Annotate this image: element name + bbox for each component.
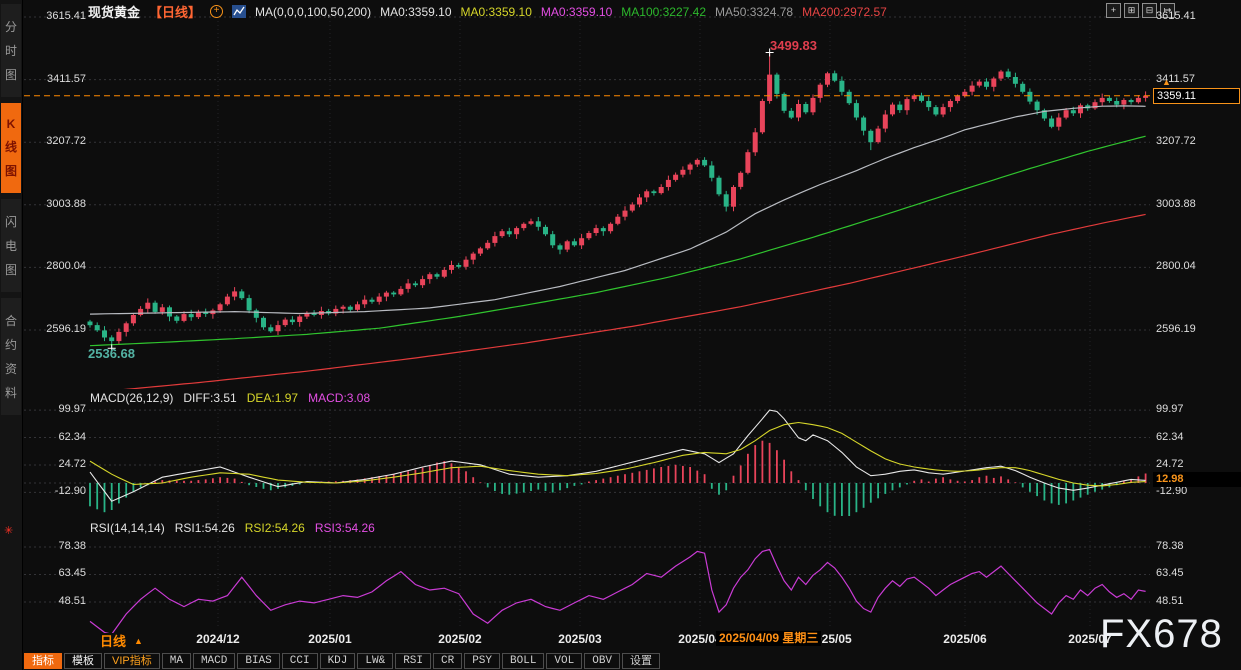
toolbar-tab-RSI[interactable]: RSI [395, 652, 431, 669]
rsi3-value: RSI3:54.26 [314, 521, 375, 535]
macd-diff-value: DIFF:3.51 [183, 391, 237, 405]
ma-value-1: MA0:3359.10 [460, 4, 532, 19]
chevron-up-icon: ▲ [134, 635, 143, 646]
macd-current-box: 12.98 [1153, 472, 1241, 487]
add-indicator-icon[interactable]: + [210, 5, 224, 18]
axis-label: 3411.57 [47, 72, 86, 85]
axis-label: 3411.57 [1156, 72, 1195, 85]
crosshair-icon[interactable]: + [1106, 3, 1121, 18]
macd-macd-value: MACD:3.08 [308, 391, 371, 405]
date-label: 2025/06 [943, 632, 987, 646]
date-label: 2025/01 [308, 632, 352, 646]
rsi2-value: RSI2:54.26 [244, 521, 305, 535]
date-label: 2025/03 [558, 632, 602, 646]
axis-label: 62.34 [58, 430, 86, 443]
axis-label: 62.34 [1156, 430, 1184, 443]
low-annotation: 2536.68 [88, 346, 135, 361]
axis-label: 24.72 [1156, 457, 1184, 470]
toolbar-tab-设置[interactable]: 设置 [622, 652, 661, 669]
pane-right-icon[interactable]: ↦ [1160, 3, 1175, 18]
toolbar-tab-PSY[interactable]: PSY [464, 652, 501, 669]
pane-expand-icon[interactable]: ⊞ [1124, 3, 1139, 18]
high-annotation: 3499.83 [770, 38, 817, 53]
axis-label: 78.38 [1156, 540, 1184, 552]
ma-values: MA0:3359.10 MA0:3359.10 MA0:3359.10 MA100:3… [380, 5, 887, 19]
chart-type-icon[interactable] [232, 5, 247, 18]
chart-corner-toolbar: + ⊞ ⊟ ↦ [1106, 3, 1175, 18]
alert-blink-icon: ✳ [4, 525, 14, 537]
toolbar-tab-CCI[interactable]: CCI [281, 652, 318, 669]
rsi-title: RSI(14,14,14) [90, 521, 165, 535]
axis-label: 99.97 [58, 403, 86, 416]
axis-label: 2800.04 [1156, 260, 1196, 273]
period-label: 【日线】 [149, 5, 202, 20]
axis-label: 2596.19 [46, 323, 86, 335]
sidebar-tab-闪电图[interactable]: 闪电图 [1, 199, 21, 292]
macd-dea-value: DEA:1.97 [246, 391, 299, 405]
toolbar-tab-CR[interactable]: CR [433, 652, 463, 669]
toolbar-tab-OBV[interactable]: OBV [584, 652, 621, 669]
axis-label: 63.45 [1156, 567, 1184, 580]
current-price-box: 3359.11 [1153, 88, 1240, 104]
axis-label: 3003.88 [46, 197, 86, 210]
date-tooltip: 2025/04/09 星期三 [716, 631, 822, 646]
indicator-toolbar: 指标 模板 VIP指标 MA MACD BIAS CCI KDJ LW& RSI CR PSY BOLL… [24, 652, 661, 669]
axis-label: 63.45 [58, 567, 86, 580]
toolbar-tab-LW&[interactable]: LW& [357, 652, 394, 669]
axis-label: 3207.72 [46, 135, 86, 148]
pane-collapse-icon[interactable]: ⊟ [1142, 3, 1157, 18]
toolbar-tab-VIP指标[interactable]: VIP指标 [104, 652, 160, 669]
macd-title: MACD(26,12,9) [90, 391, 174, 405]
toolbar-tab-BIAS[interactable]: BIAS [237, 652, 280, 669]
macd-panel-header: MACD(26,12,9) DIFF:3.51 DEA:1.97 MACD:3.… [90, 391, 370, 405]
axis-label: 2800.04 [46, 260, 86, 273]
date-label: 2024/12 [196, 632, 240, 646]
axis-label: 48.51 [58, 594, 86, 607]
axis-label: 3615.41 [1156, 10, 1196, 22]
axis-label: 2596.19 [1156, 323, 1196, 335]
axis-label: -12.90 [54, 485, 86, 498]
axis-label: 3207.72 [1156, 135, 1196, 148]
date-label: 2025/07 [1068, 632, 1112, 646]
axis-label: 48.51 [1156, 594, 1184, 607]
chart-header: 现货黄金 【日线】 + MA(0,0,0,100,50,200) MA0:335… [88, 2, 887, 21]
symbol-name: 现货黄金 [88, 5, 141, 20]
watermark: FX678 [1100, 612, 1223, 656]
date-label: 2025/02 [438, 632, 482, 646]
toolbar-tab-KDJ[interactable]: KDJ [319, 652, 356, 669]
period-selector-label: 日线 [100, 634, 127, 649]
price-alert-icon[interactable]: ▲ [1162, 77, 1171, 87]
ma-value-5: MA200:2972.57 [802, 4, 887, 19]
ma-value-2: MA0:3359.10 [540, 4, 613, 19]
rsi-panel-header: RSI(14,14,14) RSI1:54.26 RSI2:54.26 RSI3… [90, 521, 375, 535]
sidebar-tab-合约资料[interactable]: 合约资料 [1, 298, 21, 415]
axis-label: 3003.88 [1156, 197, 1196, 210]
ma-value-3: MA100:3227.42 [621, 4, 707, 19]
ma-value-4: MA50:3324.78 [715, 4, 794, 19]
toolbar-tab-VOL[interactable]: VOL [546, 652, 583, 669]
sidebar-tab-分时图[interactable]: 分时图 [1, 4, 21, 97]
axis-label: 78.38 [58, 540, 86, 552]
axis-label: -12.90 [1156, 485, 1188, 498]
toolbar-tab-BOLL[interactable]: BOLL [502, 652, 545, 669]
ma-settings: MA(0,0,0,100,50,200) [255, 4, 372, 19]
date-label: 2025/04 [678, 632, 722, 646]
toolbar-tab-模板[interactable]: 模板 [64, 652, 102, 669]
ma-value-0: MA0:3359.10 [380, 4, 452, 19]
toolbar-tab-MA[interactable]: MA [161, 652, 191, 669]
axis-label: 3615.41 [46, 10, 86, 22]
toolbar-tab-MACD[interactable]: MACD [192, 652, 236, 669]
axis-label: 24.72 [58, 457, 86, 470]
toolbar-tab-指标[interactable]: 指标 [24, 652, 62, 669]
axis-label: 99.97 [1156, 403, 1184, 416]
period-selector[interactable]: 日线 ▲ [100, 631, 143, 650]
rsi1-value: RSI1:54.26 [174, 521, 235, 535]
